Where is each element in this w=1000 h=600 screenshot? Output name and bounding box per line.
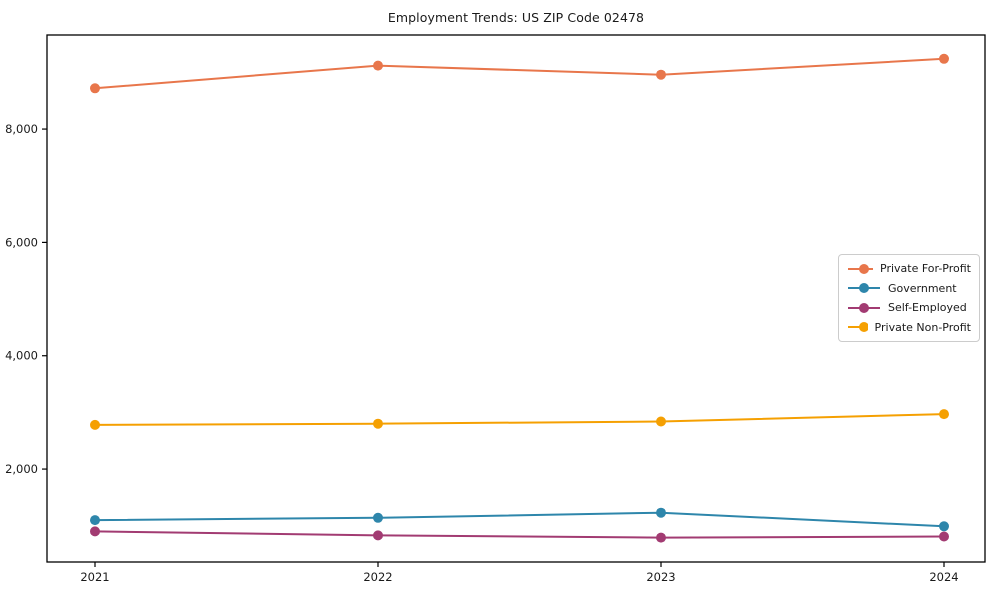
data-point-self-employed bbox=[90, 526, 100, 537]
x-tick-label: 2024 bbox=[929, 570, 958, 584]
x-tick-label: 2023 bbox=[646, 570, 675, 584]
legend-item-private-for-profit: Private For-Profit bbox=[847, 260, 971, 278]
series-line-self-employed bbox=[94, 530, 945, 539]
y-tick-label: 2,000 bbox=[5, 462, 38, 476]
data-point-government bbox=[939, 521, 949, 532]
y-tick-label: 6,000 bbox=[5, 235, 38, 249]
legend-marker-icon bbox=[848, 322, 868, 333]
data-point-government bbox=[373, 512, 383, 523]
data-point-private-non-profit bbox=[656, 416, 666, 427]
data-point-government bbox=[90, 515, 100, 526]
x-tick-label: 2021 bbox=[80, 570, 109, 584]
series-line-private-for-profit bbox=[94, 57, 945, 90]
legend-item-self-employed: Self-Employed bbox=[847, 299, 971, 317]
data-point-self-employed bbox=[656, 532, 666, 543]
legend-label: Private Non-Profit bbox=[874, 320, 971, 334]
plot-border bbox=[46, 34, 986, 563]
legend-marker-icon bbox=[848, 283, 880, 294]
data-point-private-non-profit bbox=[90, 419, 100, 430]
chart-title: Employment Trends: US ZIP Code 02478 bbox=[387, 10, 645, 25]
series-line-private-non-profit bbox=[94, 413, 945, 426]
data-point-private-for-profit bbox=[939, 53, 949, 64]
data-point-private-for-profit bbox=[90, 83, 100, 94]
data-point-government bbox=[656, 507, 666, 518]
data-point-private-for-profit bbox=[373, 60, 383, 71]
y-tick-label: 8,000 bbox=[5, 122, 38, 136]
legend: Private For-Profit Government Self-Employe… bbox=[838, 254, 980, 342]
data-point-private-non-profit bbox=[939, 409, 949, 420]
data-point-private-non-profit bbox=[373, 418, 383, 429]
x-tick-label: 2022 bbox=[363, 570, 392, 584]
data-point-self-employed bbox=[373, 530, 383, 541]
data-point-private-for-profit bbox=[656, 69, 666, 80]
legend-label: Private For-Profit bbox=[880, 262, 971, 276]
legend-item-government: Government bbox=[847, 279, 971, 297]
data-point-self-employed bbox=[939, 531, 949, 542]
legend-marker-icon bbox=[848, 302, 880, 313]
legend-item-private-non-profit: Private Non-Profit bbox=[847, 318, 971, 336]
series-line-government bbox=[94, 511, 945, 528]
legend-label: Self-Employed bbox=[888, 301, 967, 315]
y-tick-label: 4,000 bbox=[5, 349, 38, 363]
legend-marker-icon bbox=[848, 263, 873, 274]
legend-label: Government bbox=[888, 281, 957, 295]
